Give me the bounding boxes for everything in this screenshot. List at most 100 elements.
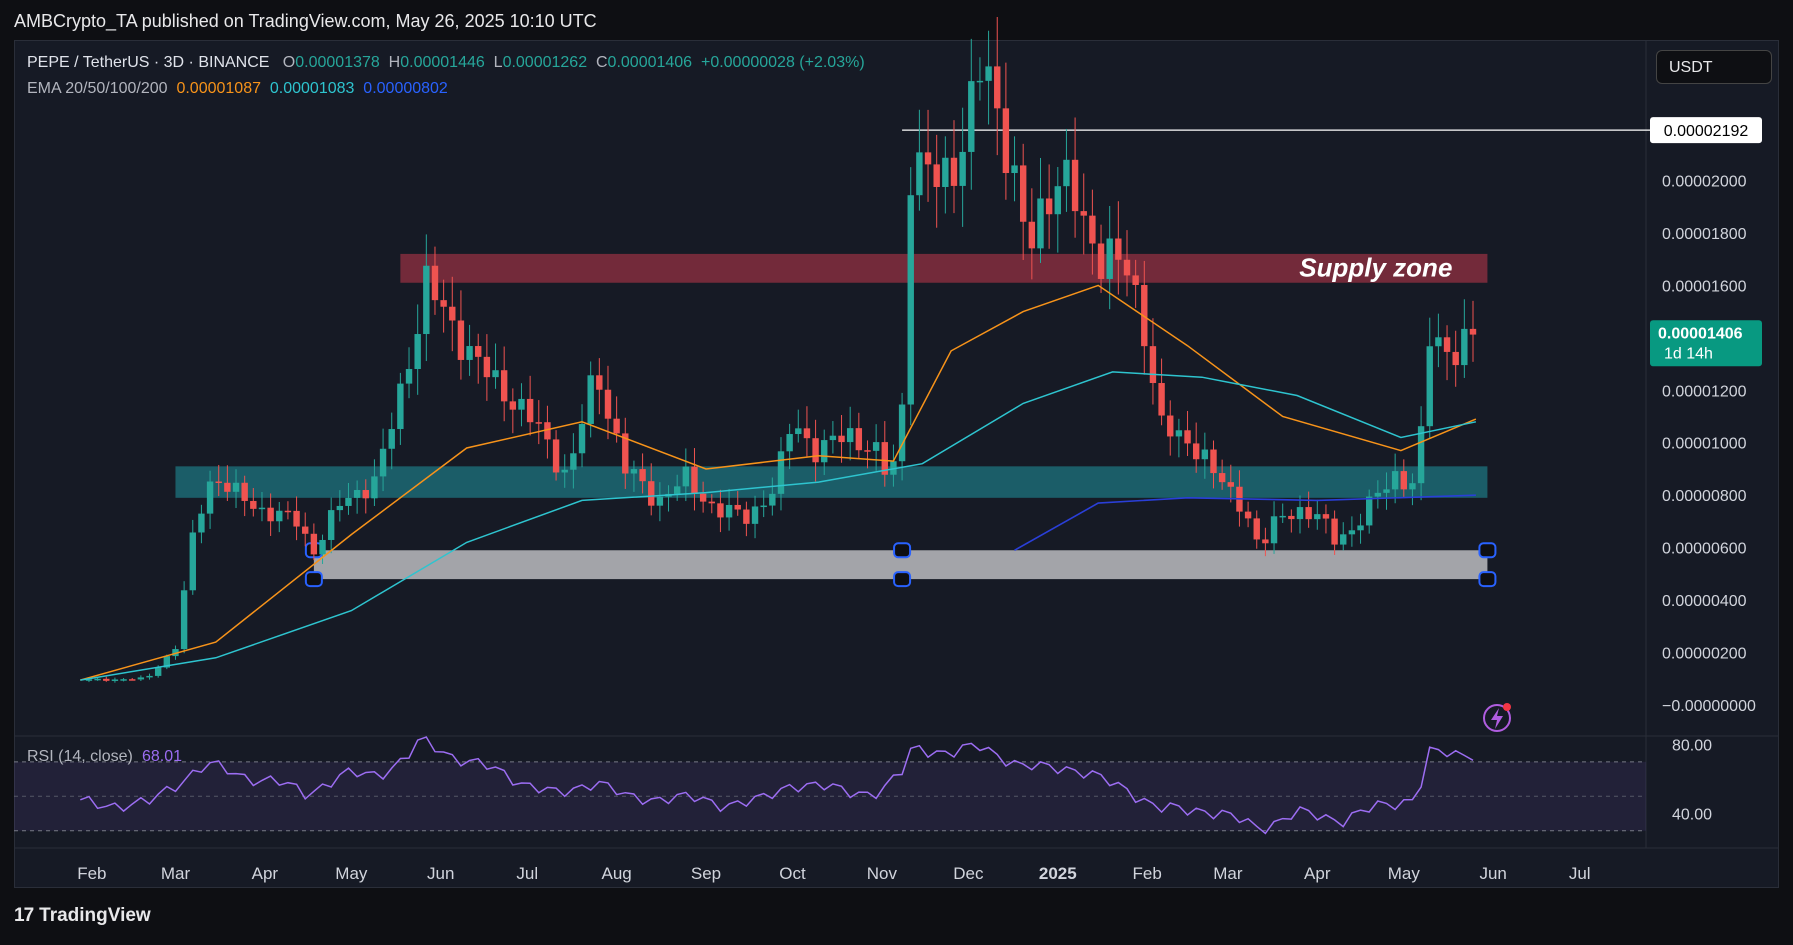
- candle: [561, 469, 568, 473]
- candle: [821, 440, 828, 463]
- candle: [241, 482, 248, 501]
- candle: [786, 434, 793, 452]
- candle: [1175, 430, 1183, 437]
- candle: [924, 152, 932, 165]
- candle: [103, 678, 110, 681]
- candle: [1227, 482, 1234, 487]
- notification-dot: [1503, 703, 1511, 711]
- candle: [639, 469, 646, 482]
- candle: [423, 265, 430, 335]
- candle: [379, 448, 387, 477]
- candle: [267, 507, 274, 522]
- candle: [1149, 346, 1157, 384]
- currency-button[interactable]: USDT: [1656, 50, 1772, 84]
- candle: [1452, 351, 1459, 366]
- candle: [1210, 449, 1217, 474]
- tradingview-brand[interactable]: 17 TradingView: [14, 905, 151, 927]
- candle: [1426, 346, 1433, 427]
- drag-handle: [893, 571, 912, 588]
- candle: [950, 157, 958, 186]
- ema100-line: [1014, 494, 1476, 551]
- candle: [1461, 328, 1468, 366]
- candle: [855, 428, 863, 451]
- price-tick-label: 0.00000600: [1662, 541, 1747, 558]
- candle: [1123, 259, 1131, 276]
- candle: [1279, 515, 1286, 518]
- drag-handle: [1478, 571, 1497, 588]
- candle: [933, 164, 940, 187]
- rsi-line: [80, 736, 1474, 835]
- candle: [518, 398, 525, 410]
- candle: [959, 151, 966, 186]
- candle: [1019, 165, 1027, 222]
- candle: [907, 195, 914, 405]
- time-tick-label: May: [335, 864, 368, 883]
- candle: [1132, 275, 1139, 285]
- candle: [1244, 511, 1252, 519]
- candle: [198, 513, 205, 533]
- candle: [1296, 507, 1304, 520]
- candle: [648, 481, 655, 506]
- ema20-line: [80, 284, 1477, 681]
- candle: [976, 80, 984, 83]
- candle: [803, 428, 811, 439]
- candle: [1192, 443, 1200, 460]
- change-value: +0.00000028 (+2.03%): [700, 54, 865, 71]
- candle: [94, 678, 101, 681]
- price-tick-label: 0.00000400: [1662, 593, 1747, 610]
- candle: [85, 679, 93, 681]
- candle: [1037, 198, 1044, 249]
- time-tick-label: Feb: [1133, 864, 1162, 883]
- candle: [578, 423, 586, 454]
- candle: [500, 370, 508, 402]
- candle: [215, 481, 222, 484]
- candle: [1288, 515, 1295, 520]
- close-value: 0.00001406: [607, 54, 693, 71]
- horizontal-level-tag: [1650, 117, 1762, 144]
- candle: [968, 81, 975, 152]
- candle: [587, 375, 594, 424]
- candle: [613, 418, 620, 434]
- candle: [1348, 530, 1356, 535]
- candle: [717, 503, 724, 518]
- candle: [284, 510, 292, 513]
- time-tick-label: Mar: [161, 864, 191, 883]
- symbol-name[interactable]: PEPE / TetherUS · 3D · BINANCE: [27, 54, 270, 71]
- time-tick-label: Jun: [1479, 864, 1506, 883]
- price-tick-label: −0.00000000: [1662, 698, 1756, 715]
- candle: [137, 677, 145, 680]
- candle: [362, 490, 369, 499]
- candle: [1054, 186, 1061, 215]
- time-tick-label: Feb: [77, 864, 106, 883]
- time-tick-label: Jul: [1569, 864, 1591, 883]
- candle: [881, 442, 888, 475]
- candle: [994, 66, 1001, 109]
- candle: [163, 656, 171, 668]
- publisher-line: AMBCrypto_TA published on TradingView.co…: [14, 11, 597, 31]
- candle: [1184, 430, 1191, 444]
- symbol-legend[interactable]: PEPE / TetherUS · 3D · BINANCE O0.000013…: [27, 54, 865, 72]
- candle: [1340, 534, 1347, 545]
- open-label: O: [282, 54, 296, 71]
- candle: [172, 649, 179, 657]
- candle: [1002, 108, 1010, 174]
- candle: [405, 368, 413, 384]
- candle: [1167, 415, 1174, 437]
- candle: [1374, 492, 1382, 497]
- candle: [466, 346, 473, 360]
- candle: [1071, 159, 1079, 212]
- candle: [743, 509, 750, 524]
- time-tick-label: Apr: [252, 864, 279, 883]
- zone-demand-zone: [175, 466, 1488, 498]
- price-tick-label: 0.00001200: [1662, 383, 1747, 400]
- candle: [1305, 507, 1312, 520]
- ema-legend[interactable]: EMA 20/50/100/200 0.00001087 0.00001083 …: [27, 80, 448, 98]
- drag-handle: [304, 571, 323, 588]
- candle: [1218, 473, 1226, 483]
- candle: [111, 679, 119, 681]
- candle: [353, 490, 361, 498]
- time-tick-label: Jun: [427, 864, 454, 883]
- brand-name: TradingView: [39, 905, 151, 926]
- candle: [1443, 337, 1451, 352]
